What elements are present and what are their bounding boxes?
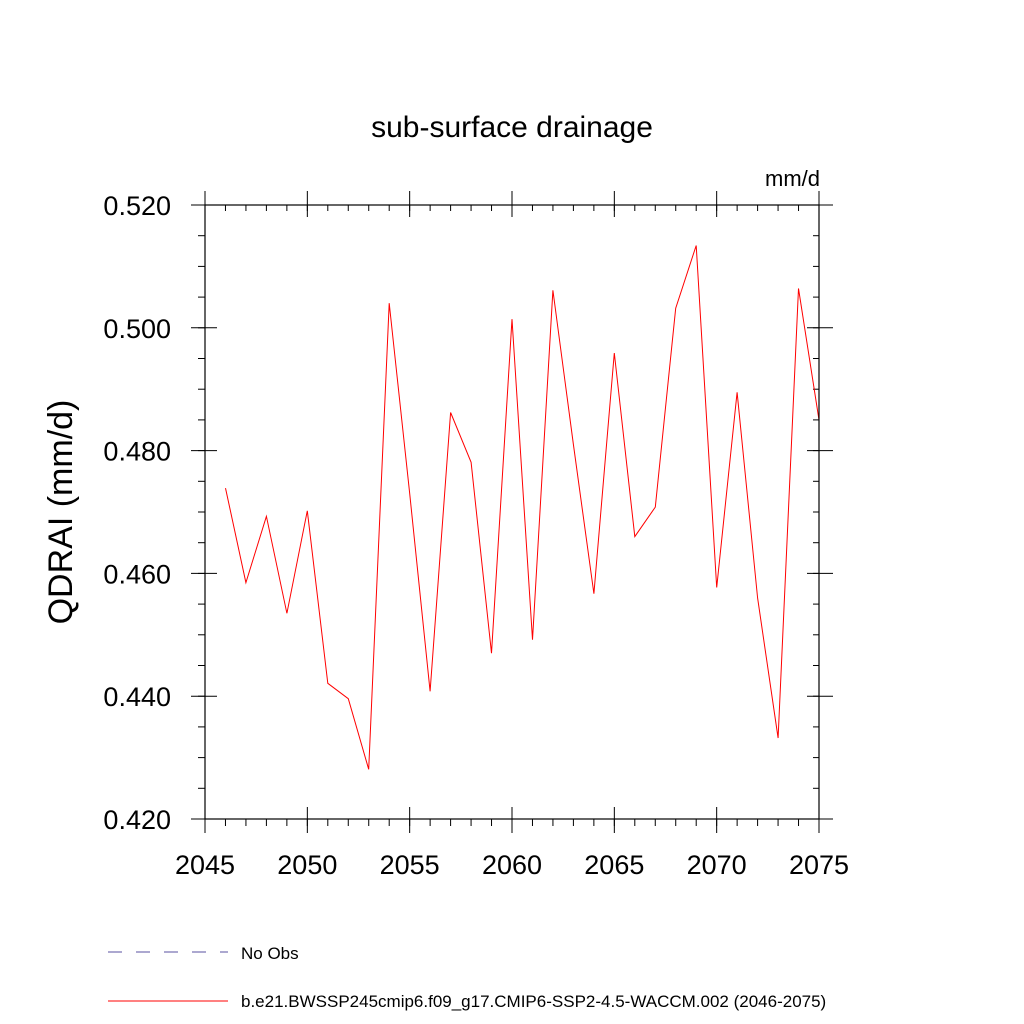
y-tick-label: 0.420 (103, 805, 171, 835)
y-tick-label: 0.500 (103, 314, 171, 344)
units-label: mm/d (765, 166, 820, 191)
y-tick-label: 0.460 (103, 559, 171, 589)
chart-title: sub-surface drainage (371, 111, 653, 144)
series-line (225, 245, 820, 770)
y-tick-label: 0.440 (103, 682, 171, 712)
series-layer (225, 245, 820, 770)
x-tick-label: 2050 (277, 850, 337, 880)
x-tick-labels: 2045 2050 2055 2060 2065 2070 2075 (175, 850, 849, 880)
legend-label-model: b.e21.BWSSP245cmip6.f09_g17.CMIP6-SSP2-4… (241, 992, 826, 1011)
x-tick-label: 2070 (687, 850, 747, 880)
x-tick-label: 2065 (584, 850, 644, 880)
y-tick-label: 0.480 (103, 437, 171, 467)
legend-label-no-obs: No Obs (241, 944, 299, 963)
axis-ticks (191, 191, 833, 833)
plot-frame (204, 204, 820, 820)
y-tick-label: 0.520 (103, 191, 171, 221)
y-axis-label: QDRAI (mm/d) (42, 400, 80, 625)
x-tick-label: 2075 (789, 850, 849, 880)
x-tick-label: 2045 (175, 850, 235, 880)
y-tick-labels: 0.420 0.440 0.460 0.480 0.500 0.520 (103, 191, 171, 835)
x-tick-label: 2055 (380, 850, 440, 880)
legend: No Obs b.e21.BWSSP245cmip6.f09_g17.CMIP6… (108, 944, 826, 1011)
x-tick-label: 2060 (482, 850, 542, 880)
